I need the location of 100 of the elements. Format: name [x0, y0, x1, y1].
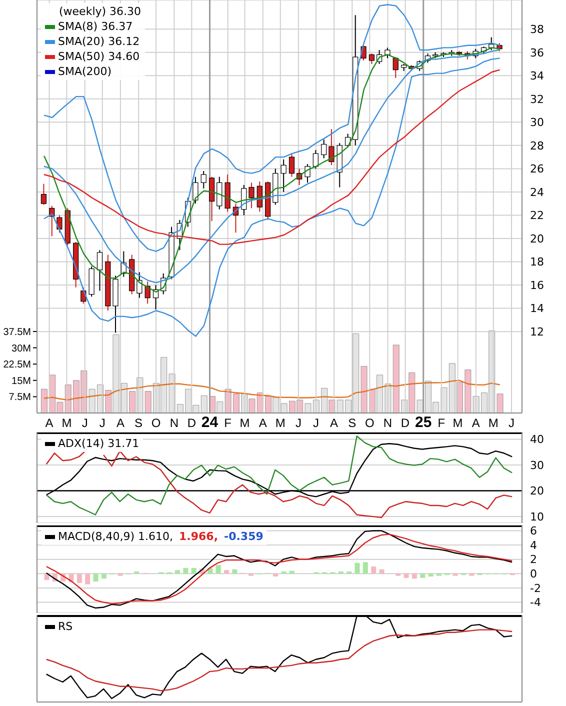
- candlestick: [304, 164, 310, 184]
- y-tick-label: 18: [530, 256, 544, 269]
- candlestick: [96, 250, 103, 292]
- candlestick: [280, 158, 286, 192]
- legend-label: RS: [58, 619, 73, 634]
- bar: [76, 574, 82, 583]
- bar: [354, 562, 360, 574]
- y-tick-label: 10: [530, 510, 544, 524]
- bar: [40, 388, 48, 413]
- y-tick-label: 28: [530, 139, 544, 152]
- y2-tick-label: 22.5M: [3, 360, 31, 371]
- y2-tick-label: 7.5M: [8, 392, 31, 404]
- bar: [371, 566, 376, 574]
- x-tick-label: 24: [201, 414, 219, 431]
- x-tick-label: S: [348, 416, 356, 430]
- x-tick-label: A: [116, 416, 124, 430]
- y-tick-label: 4: [530, 538, 537, 552]
- y-tick-label: 14: [530, 302, 544, 316]
- bar: [362, 562, 368, 574]
- x-tick-label: M: [452, 416, 463, 430]
- legend-label: SMA(20) 36.12: [58, 34, 140, 49]
- y-tick-label: 6: [530, 524, 537, 538]
- y-tick-label: 26: [530, 162, 544, 176]
- candlestick: [216, 176, 222, 210]
- candlestick: [392, 56, 398, 78]
- line-series: [46, 436, 513, 516]
- bar: [85, 574, 90, 584]
- bar: [224, 570, 230, 574]
- x-tick-label: F: [438, 416, 446, 430]
- bar: [404, 574, 409, 578]
- candlestick: [312, 150, 318, 170]
- x-tick-label: M: [488, 416, 498, 430]
- bar: [428, 574, 434, 577]
- candlestick: [208, 176, 215, 222]
- legend-label: SMA(200): [58, 64, 112, 79]
- x-tick-label: A: [45, 416, 54, 430]
- x-tick-label: N: [170, 416, 178, 430]
- y-tick-label: -2: [530, 582, 541, 595]
- bar: [216, 565, 221, 574]
- y2-tick-label: 30M: [12, 343, 31, 354]
- bar: [412, 574, 417, 579]
- candlestick: [328, 128, 334, 166]
- line-series: [43, 380, 500, 401]
- x-tick-label: S: [134, 416, 143, 430]
- y-tick-label: 40: [530, 433, 544, 446]
- y-tick-label: 32: [530, 92, 544, 106]
- candlestick: [321, 139, 327, 159]
- x-tick-label: A: [258, 416, 267, 430]
- legend-label: SMA(50) 34.60: [58, 49, 140, 64]
- x-tick-label: A: [330, 416, 338, 430]
- x-tick-label: M: [240, 416, 250, 430]
- text: (weekly) 36.30: [58, 4, 142, 19]
- x-tick-label: 25: [415, 414, 432, 431]
- bar: [273, 574, 278, 577]
- candlestick: [40, 183, 47, 206]
- x-tick-label: J: [82, 416, 88, 430]
- y-tick-label: 24: [530, 186, 544, 199]
- y-tick-label: 22: [530, 209, 544, 222]
- candlestick: [248, 182, 254, 209]
- x-tick-label: J: [508, 416, 514, 430]
- x-tick-label: M: [62, 416, 72, 430]
- y-tick-label: 20: [530, 232, 544, 246]
- x-tick-label: D: [400, 416, 410, 430]
- bar: [191, 568, 196, 574]
- bar: [174, 570, 180, 574]
- y2-tick-label: 37.5M: [3, 327, 31, 338]
- y-tick-label: 30: [530, 116, 544, 130]
- annotation: -0.359: [224, 529, 264, 544]
- candlestick: [368, 53, 375, 64]
- x-tick-label: M: [275, 416, 286, 430]
- y-tick-label: 34: [530, 70, 544, 83]
- x-tick-label: J: [295, 416, 302, 430]
- candlestick: [192, 176, 198, 204]
- y-tick-label: 12: [530, 325, 544, 338]
- bar: [93, 574, 98, 582]
- bar: [379, 569, 384, 574]
- y-tick-label: 36: [530, 46, 544, 60]
- y-tick-label: -4: [530, 596, 541, 610]
- series-label: 1.966,: [179, 529, 218, 544]
- x-tick-label: J: [99, 416, 106, 430]
- legend-label: MACD(8,40,9) 1.610,: [58, 529, 174, 544]
- y-tick-label: 30: [530, 458, 544, 472]
- candlestick: [136, 272, 142, 298]
- candlestick: [288, 153, 295, 178]
- candlestick: [384, 47, 390, 59]
- y-tick-label: 0: [530, 568, 537, 581]
- x-tick-label: N: [383, 416, 392, 430]
- candlestick: [200, 170, 206, 189]
- y2-tick-label: 15M: [12, 376, 31, 387]
- x-tick-label: J: [312, 416, 319, 430]
- y-tick-label: 16: [530, 278, 544, 292]
- x-tick-label: D: [187, 416, 196, 430]
- legend-label: ADX(14) 31.71: [58, 436, 140, 451]
- y-tick-label: 38: [530, 22, 544, 36]
- x-tick-label: F: [224, 416, 232, 430]
- x-tick-label: A: [472, 416, 480, 430]
- bar: [232, 569, 238, 574]
- candlestick: [56, 214, 62, 234]
- x-tick-label: O: [151, 416, 161, 430]
- legend-label: SMA(8) 36.37: [58, 19, 133, 34]
